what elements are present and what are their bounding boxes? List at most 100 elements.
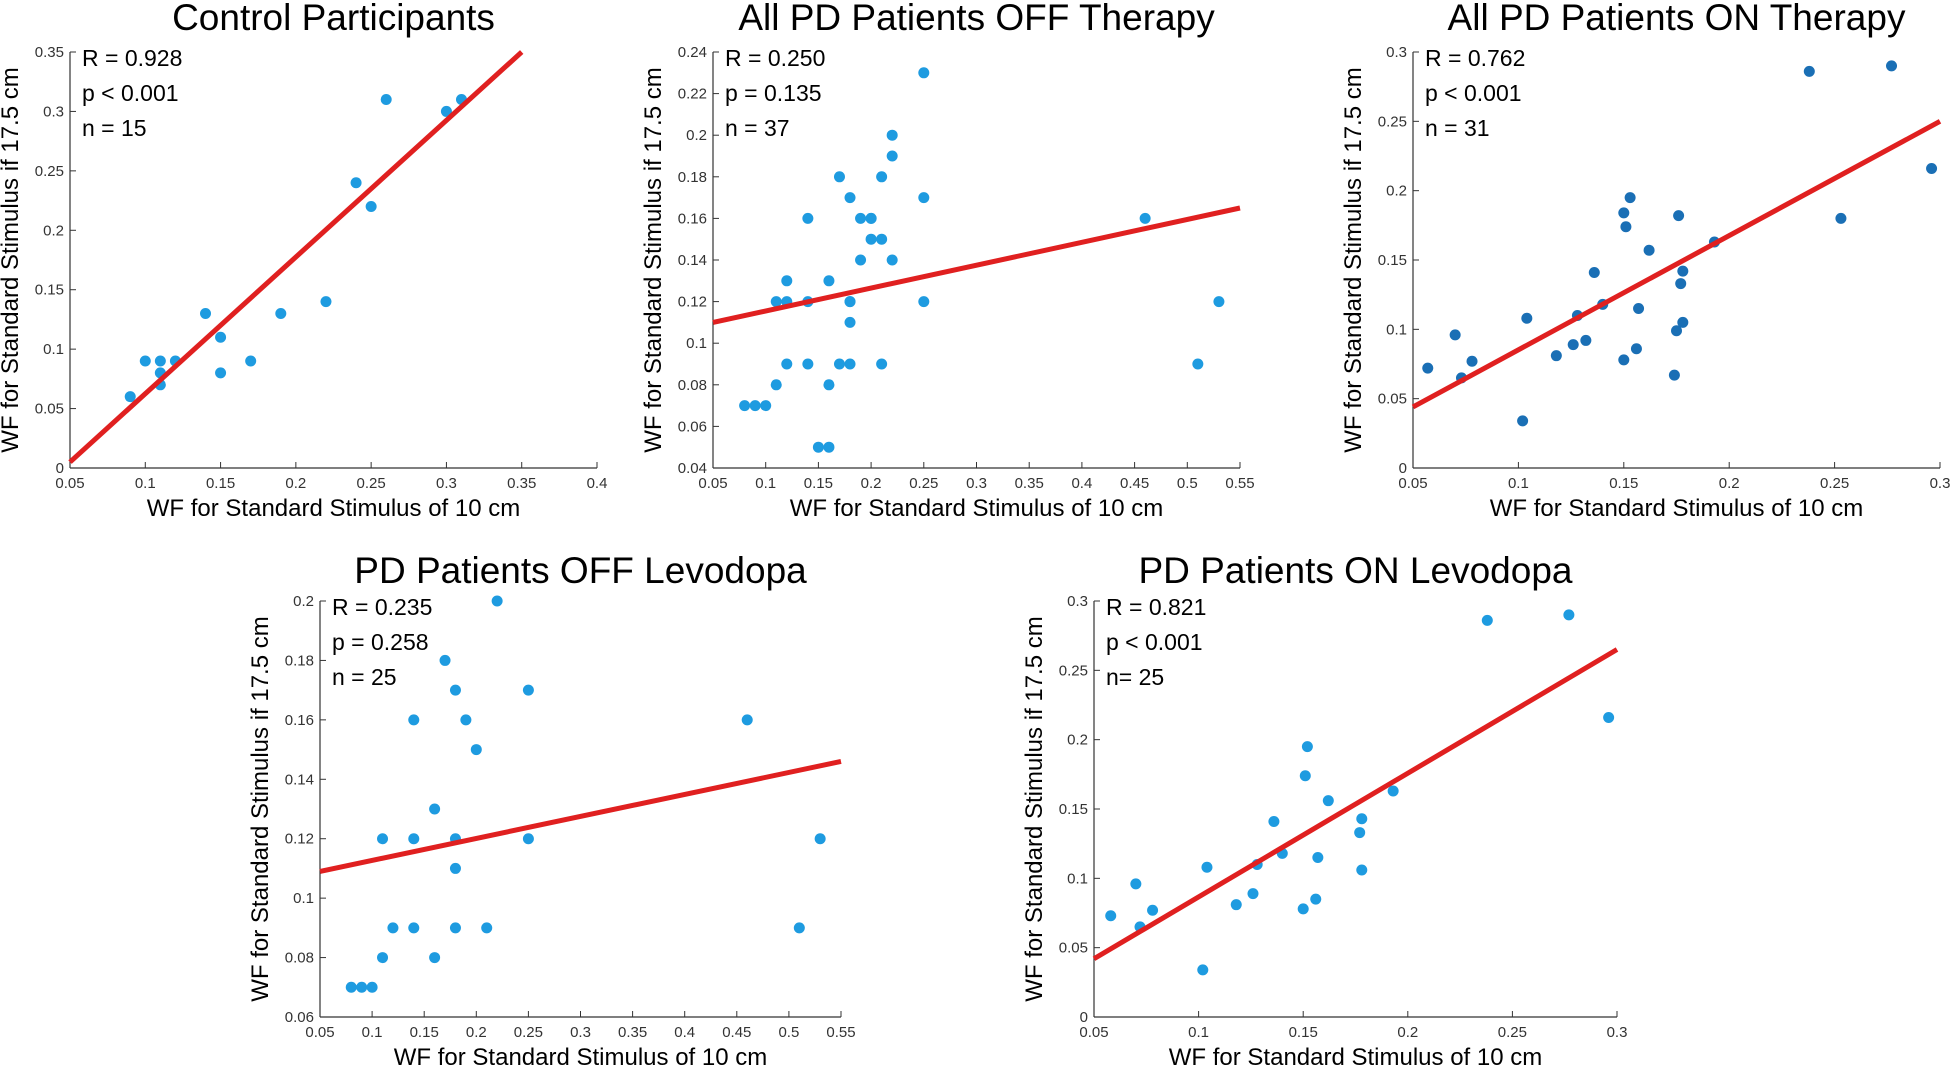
x-tick-label: 0.3	[436, 475, 457, 492]
data-point	[1618, 207, 1630, 219]
y-tick-label: 0.05	[35, 401, 64, 418]
x-tick-label: 0.1	[1508, 475, 1529, 492]
data-point	[215, 331, 227, 343]
x-tick-label: 0.2	[1397, 1024, 1418, 1041]
data-point	[1130, 878, 1142, 890]
data-point	[470, 744, 482, 756]
chart-title: PD Patients OFF Levodopa	[354, 550, 807, 591]
chart-panel-3: All PD Patients ON Therapy 0.05 0.1 0.15 0.2…	[1340, 0, 1950, 522]
x-tick-label: 0.05	[698, 475, 727, 492]
x-tick-label: 0.05	[1079, 1024, 1108, 1041]
y-tick-label: 0.05	[1059, 940, 1088, 957]
y-tick-label: 0.35	[35, 44, 64, 61]
x-tick-label: 0.2	[285, 475, 306, 492]
y-tick-label: 0.25	[35, 163, 64, 180]
data-point	[918, 296, 930, 308]
y-tick-label: 0.04	[678, 460, 707, 477]
y-tick-label: 0.3	[43, 103, 64, 120]
data-point	[449, 862, 461, 874]
x-tick-label: 0.15	[804, 475, 833, 492]
y-axis-label: WF for Standard Stimulus if 17.5 cm	[247, 616, 274, 1001]
x-tick-label: 0.4	[1071, 475, 1092, 492]
fit-line	[1092, 647, 1619, 961]
data-point	[320, 296, 332, 308]
data-point	[1633, 303, 1645, 315]
y-tick-label: 0.18	[678, 169, 707, 186]
y-tick-label: 0.3	[1067, 593, 1088, 610]
data-point	[739, 400, 751, 412]
y-tick-label: 0.08	[285, 950, 314, 967]
stat-line: n = 25	[332, 664, 397, 690]
y-tick-label: 0.15	[35, 282, 64, 299]
y-tick-label: 0.16	[285, 712, 314, 729]
y-tick-label: 0.15	[1378, 252, 1407, 269]
data-point	[154, 355, 166, 367]
x-tick-label: 0.25	[1820, 475, 1849, 492]
x-tick-label: 0.1	[755, 475, 776, 492]
x-tick-label: 0.3	[1607, 1024, 1628, 1041]
x-tick-label: 0.15	[410, 1024, 439, 1041]
x-tick-label: 0.1	[1188, 1024, 1209, 1041]
data-point	[460, 714, 472, 726]
chart-panel-4: PD Patients OFF Levodopa 0.05 0.1 0.15 0.2 0.…	[247, 550, 856, 1071]
data-point	[823, 275, 835, 287]
fit-line	[712, 205, 1241, 325]
x-tick-label: 0.1	[362, 1024, 383, 1041]
x-tick-label: 0.15	[206, 475, 235, 492]
data-point	[1105, 910, 1117, 922]
y-axis-label: WF for Standard Stimulus if 17.5 cm	[640, 67, 667, 452]
data-point	[823, 379, 835, 391]
data-point	[275, 307, 287, 319]
y-axis-label: WF for Standard Stimulus if 17.5 cm	[1021, 616, 1048, 1001]
data-point	[1630, 343, 1642, 355]
data-point	[741, 714, 753, 726]
y-tick-label: 0.15	[1059, 801, 1088, 818]
data-point	[380, 94, 392, 106]
y-tick-label: 0.22	[678, 86, 707, 103]
data-point	[1301, 741, 1313, 753]
x-tick-label: 0.25	[357, 475, 386, 492]
data-point	[356, 981, 368, 993]
y-tick-label: 0.1	[43, 341, 64, 358]
x-tick-label: 0.1	[135, 475, 156, 492]
data-point	[1213, 296, 1225, 308]
data-point	[1197, 964, 1209, 976]
x-tick-label: 0.05	[305, 1024, 334, 1041]
y-tick-label: 0.1	[1067, 870, 1088, 887]
x-tick-label: 0.3	[1930, 475, 1951, 492]
y-tick-label: 0	[1399, 460, 1407, 477]
data-point	[1673, 210, 1685, 222]
y-axis-label: WF for Standard Stimulus if 17.5 cm	[0, 67, 24, 452]
data-point	[1677, 265, 1689, 277]
data-point	[1567, 339, 1579, 351]
stat-line: n = 37	[725, 115, 790, 141]
stat-line: R = 0.821	[1106, 594, 1206, 620]
stat-line: p < 0.001	[1106, 629, 1203, 655]
x-tick-label: 0.25	[909, 475, 938, 492]
stat-line: R = 0.250	[725, 45, 825, 71]
stat-line: p = 0.258	[332, 629, 429, 655]
x-tick-label: 0.55	[826, 1024, 855, 1041]
x-tick-label: 0.4	[674, 1024, 695, 1041]
x-axis-label: WF for Standard Stimulus of 10 cm	[1490, 495, 1863, 522]
y-tick-label: 0.14	[678, 252, 707, 269]
data-point	[876, 233, 888, 245]
data-point	[781, 275, 793, 287]
data-point	[1835, 212, 1847, 224]
chart-title: All PD Patients OFF Therapy	[738, 0, 1215, 38]
data-point	[1886, 60, 1898, 72]
data-point	[429, 952, 441, 964]
data-point	[844, 316, 856, 328]
data-point	[1354, 827, 1366, 839]
x-tick-label: 0.05	[1398, 475, 1427, 492]
data-point	[855, 212, 867, 224]
data-point	[1247, 888, 1259, 900]
data-point	[1671, 325, 1682, 337]
data-point	[440, 105, 452, 117]
x-tick-label: 0.35	[1015, 475, 1044, 492]
y-tick-label: 0	[56, 460, 64, 477]
y-tick-label: 0.25	[1378, 113, 1407, 130]
data-point	[200, 307, 212, 319]
fit-line	[68, 50, 524, 464]
